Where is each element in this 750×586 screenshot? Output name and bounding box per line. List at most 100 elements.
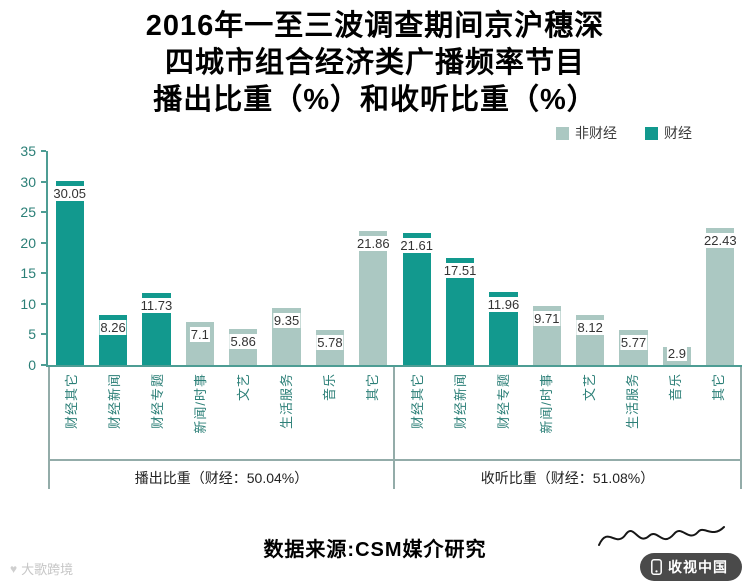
legend-swatch-nonfinance-icon bbox=[556, 126, 569, 140]
chart-group-2: 21.61 17.51 11.96 9.71 8.12 5.77 2.9 22.43 财经其它财… bbox=[395, 151, 742, 489]
legend-swatch-finance-icon bbox=[645, 126, 658, 140]
phone-icon bbox=[651, 559, 662, 575]
category-label-text: 生活服务 bbox=[625, 373, 641, 430]
category-label: 文艺 bbox=[222, 367, 265, 459]
y-axis-tick-label: 25 bbox=[20, 204, 36, 221]
category-axis-row: 财经其它 财经新闻 财经专题 新闻/时事 文艺 生活服务 音乐 其它 bbox=[48, 367, 395, 459]
bar-value-label: 8.12 bbox=[576, 320, 604, 336]
category-label-text: 财经其它 bbox=[64, 373, 80, 430]
category-label-text: 音乐 bbox=[321, 373, 337, 402]
bar-slot: 21.61 bbox=[395, 151, 438, 365]
bar-slot: 17.51 bbox=[438, 151, 481, 365]
legend-item-finance: 财经 bbox=[645, 123, 692, 143]
category-label-text: 其它 bbox=[364, 373, 380, 402]
y-axis-tick-mark bbox=[41, 272, 46, 275]
y-axis-tick-label: 35 bbox=[20, 143, 36, 159]
group-axis-label: 收听比重（财经：51.08%） bbox=[395, 459, 742, 489]
category-label-text: 新闻/时事 bbox=[193, 373, 209, 434]
bar-value-label: 17.51 bbox=[442, 262, 478, 278]
category-label: 其它 bbox=[697, 367, 740, 459]
bars-row: 30.05 8.26 11.73 7.1 5.86 9.35 5.78 21.86 bbox=[48, 151, 395, 367]
bar-value-label: 2.9 bbox=[666, 346, 687, 362]
category-label: 生活服务 bbox=[611, 367, 654, 459]
category-label-text: 其它 bbox=[711, 373, 727, 402]
group-axis-label: 播出比重（财经：50.04%） bbox=[48, 459, 395, 489]
bar-value-label: 5.78 bbox=[316, 334, 344, 350]
chart-legend: 非财经 财经 bbox=[0, 125, 750, 141]
bar-value-label: 11.96 bbox=[486, 296, 521, 312]
category-label: 生活服务 bbox=[264, 367, 307, 459]
category-label: 新闻/时事 bbox=[179, 367, 222, 459]
y-axis-tick-mark bbox=[41, 333, 46, 336]
bar-slot: 8.26 bbox=[91, 151, 134, 365]
category-label-text: 生活服务 bbox=[278, 373, 294, 430]
bar-value-label: 8.26 bbox=[99, 319, 127, 335]
bar bbox=[706, 227, 735, 365]
legend-label-finance: 财经 bbox=[664, 125, 692, 141]
bar-slot: 8.12 bbox=[569, 151, 612, 365]
y-axis-tick-mark bbox=[41, 211, 46, 214]
category-label: 其它 bbox=[350, 367, 393, 459]
y-axis: 0 5 10 15 20 25 30 35 bbox=[8, 143, 48, 373]
chart-plot-area: 30.05 8.26 11.73 7.1 5.86 9.35 5.78 21.86 财经其它 财经… bbox=[48, 151, 742, 489]
chart-title-line-1: 2016年一至三波调查期间京沪穗深 bbox=[145, 10, 605, 42]
category-label-text: 文艺 bbox=[582, 373, 598, 402]
chart-group-1: 30.05 8.26 11.73 7.1 5.86 9.35 5.78 21.86 财经其它 财经… bbox=[48, 151, 395, 489]
category-label-text: 财经其它 bbox=[409, 373, 425, 430]
bar-slot: 22.43 bbox=[699, 151, 742, 365]
category-label: 财经其它 bbox=[395, 367, 438, 459]
heart-icon: ♥ bbox=[10, 561, 18, 576]
watermark-logo: ♥ 大歌跨境 bbox=[10, 559, 73, 578]
y-axis-tick-label: 0 bbox=[28, 357, 36, 373]
y-axis-tick-label: 20 bbox=[20, 234, 36, 251]
category-label: 文艺 bbox=[568, 367, 611, 459]
chart-title: 2016年一至三波调查期间京沪穗深 四城市组合经济类广播频率节目 播出比重（%）… bbox=[0, 0, 750, 119]
category-label: 财经专题 bbox=[136, 367, 179, 459]
category-label: 财经专题 bbox=[481, 367, 524, 459]
category-label-text: 财经专题 bbox=[495, 373, 511, 430]
bar-slot: 11.73 bbox=[135, 151, 178, 365]
y-axis-tick-label: 30 bbox=[20, 173, 36, 190]
y-axis-tick-mark bbox=[41, 302, 46, 305]
bar-slot: 7.1 bbox=[178, 151, 221, 365]
category-label: 财经新闻 bbox=[438, 367, 481, 459]
y-axis-tick-mark bbox=[41, 364, 46, 366]
bar-value-label: 21.86 bbox=[356, 236, 391, 252]
bar bbox=[55, 181, 84, 365]
data-source-text: 数据来源:CSM媒介研究 bbox=[263, 539, 487, 561]
bar-value-label: 11.73 bbox=[139, 298, 174, 314]
publisher-badge: 收视中国 bbox=[640, 553, 742, 581]
bar bbox=[402, 232, 431, 365]
y-axis-tick-mark bbox=[41, 180, 46, 183]
category-label-text: 财经专题 bbox=[150, 373, 166, 430]
category-label-text: 财经新闻 bbox=[107, 373, 123, 430]
category-label-text: 财经新闻 bbox=[452, 373, 468, 430]
category-label-text: 文艺 bbox=[235, 373, 251, 402]
chart-title-line-2: 四城市组合经济类广播频率节目 bbox=[164, 47, 585, 79]
category-label-text: 新闻/时事 bbox=[538, 373, 554, 434]
signature-scribble-icon bbox=[594, 521, 728, 558]
bar-value-label: 9.35 bbox=[272, 312, 301, 328]
category-label-text: 音乐 bbox=[668, 373, 684, 402]
bar-slot: 5.77 bbox=[612, 151, 655, 365]
bar-value-label: 21.61 bbox=[399, 237, 434, 253]
publisher-badge-label: 收视中国 bbox=[668, 559, 728, 575]
y-axis-tick-mark bbox=[41, 241, 46, 244]
bar-slot: 5.78 bbox=[308, 151, 351, 365]
legend-item-nonfinance: 非财经 bbox=[556, 123, 617, 143]
bar-slot: 11.96 bbox=[482, 151, 525, 365]
bar-value-label: 5.77 bbox=[619, 334, 648, 350]
y-axis-tick-label: 15 bbox=[20, 265, 36, 282]
category-label: 音乐 bbox=[307, 367, 350, 459]
category-label: 财经其它 bbox=[50, 367, 93, 459]
bar-chart: 0 5 10 15 20 25 30 35 30.05 8.26 11.73 7.1 5.86 9.35… bbox=[0, 143, 750, 489]
y-axis-tick-mark bbox=[41, 150, 46, 152]
category-label: 财经新闻 bbox=[93, 367, 136, 459]
bar bbox=[359, 231, 388, 365]
bars-row: 21.61 17.51 11.96 9.71 8.12 5.77 2.9 22.43 bbox=[395, 151, 742, 367]
category-label: 新闻/时事 bbox=[524, 367, 567, 459]
bar-slot: 30.05 bbox=[48, 151, 91, 365]
y-axis-tick-label: 10 bbox=[20, 295, 36, 312]
legend-label-nonfinance: 非财经 bbox=[575, 125, 617, 141]
